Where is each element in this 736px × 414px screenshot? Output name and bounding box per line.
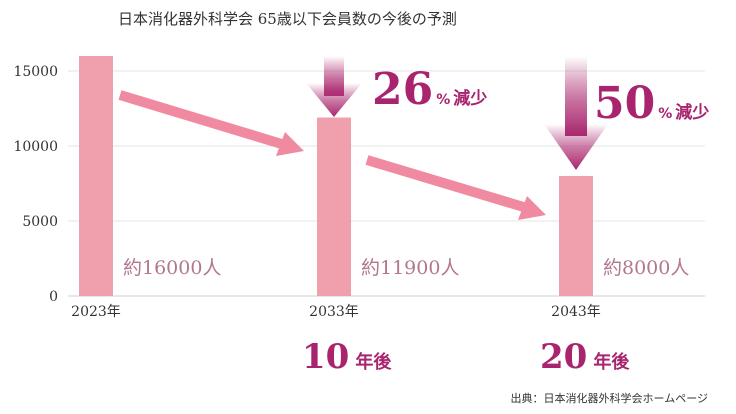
trend-arrow-1 — [118, 90, 304, 156]
y-tick-label: 0 — [49, 289, 58, 305]
y-tick-label: 15000 — [13, 64, 58, 80]
years-value-1: 10 — [302, 337, 349, 377]
decrease-value-1: 26 — [372, 64, 433, 115]
decrease-label-2: 減少 — [675, 102, 709, 123]
decrease-annotation-2: 50% 減少 — [594, 78, 709, 129]
y-tick-label: 10000 — [13, 139, 58, 155]
source-note: 出典：日本消化器外科学会ホームページ — [511, 391, 708, 405]
bar — [559, 176, 593, 296]
chart-title: 日本消化器外科学会 65歳以下会員数の今後の予測 — [118, 10, 457, 28]
years-label-1: 年後 — [355, 351, 392, 373]
years-later-2: 20 年後 — [540, 337, 630, 377]
decrease-arrow-2 — [544, 56, 608, 170]
value-label: 約16000人 — [123, 257, 221, 279]
value-labels: 約16000人 約11900人 約8000人 — [123, 257, 689, 279]
years-later-1: 10 年後 — [302, 337, 392, 377]
x-tick-label: 2023年 — [71, 304, 121, 320]
years-label-2: 年後 — [593, 351, 630, 373]
decrease-annotation-1: 26% 減少 — [372, 64, 487, 115]
value-label: 約11900人 — [361, 257, 459, 279]
x-tick-label: 2033年 — [309, 304, 359, 320]
decrease-label-1: 減少 — [453, 88, 487, 109]
bar — [79, 56, 113, 296]
bars — [79, 56, 593, 296]
decrease-unit-1: % — [436, 92, 450, 108]
decrease-arrow-1 — [306, 56, 362, 117]
bar — [317, 117, 351, 296]
decrease-unit-2: % — [658, 106, 672, 122]
x-tick-label: 2043年 — [551, 304, 601, 320]
x-axis-labels: 2023年 2033年 2043年 — [71, 304, 601, 320]
y-tick-label: 5000 — [22, 214, 58, 230]
y-axis-ticks: 0 5000 10000 15000 — [13, 64, 58, 305]
value-label: 約8000人 — [603, 257, 689, 279]
trend-arrow-2 — [365, 155, 546, 220]
years-value-2: 20 — [540, 337, 587, 377]
grid — [68, 70, 705, 297]
decrease-value-2: 50 — [594, 78, 655, 129]
